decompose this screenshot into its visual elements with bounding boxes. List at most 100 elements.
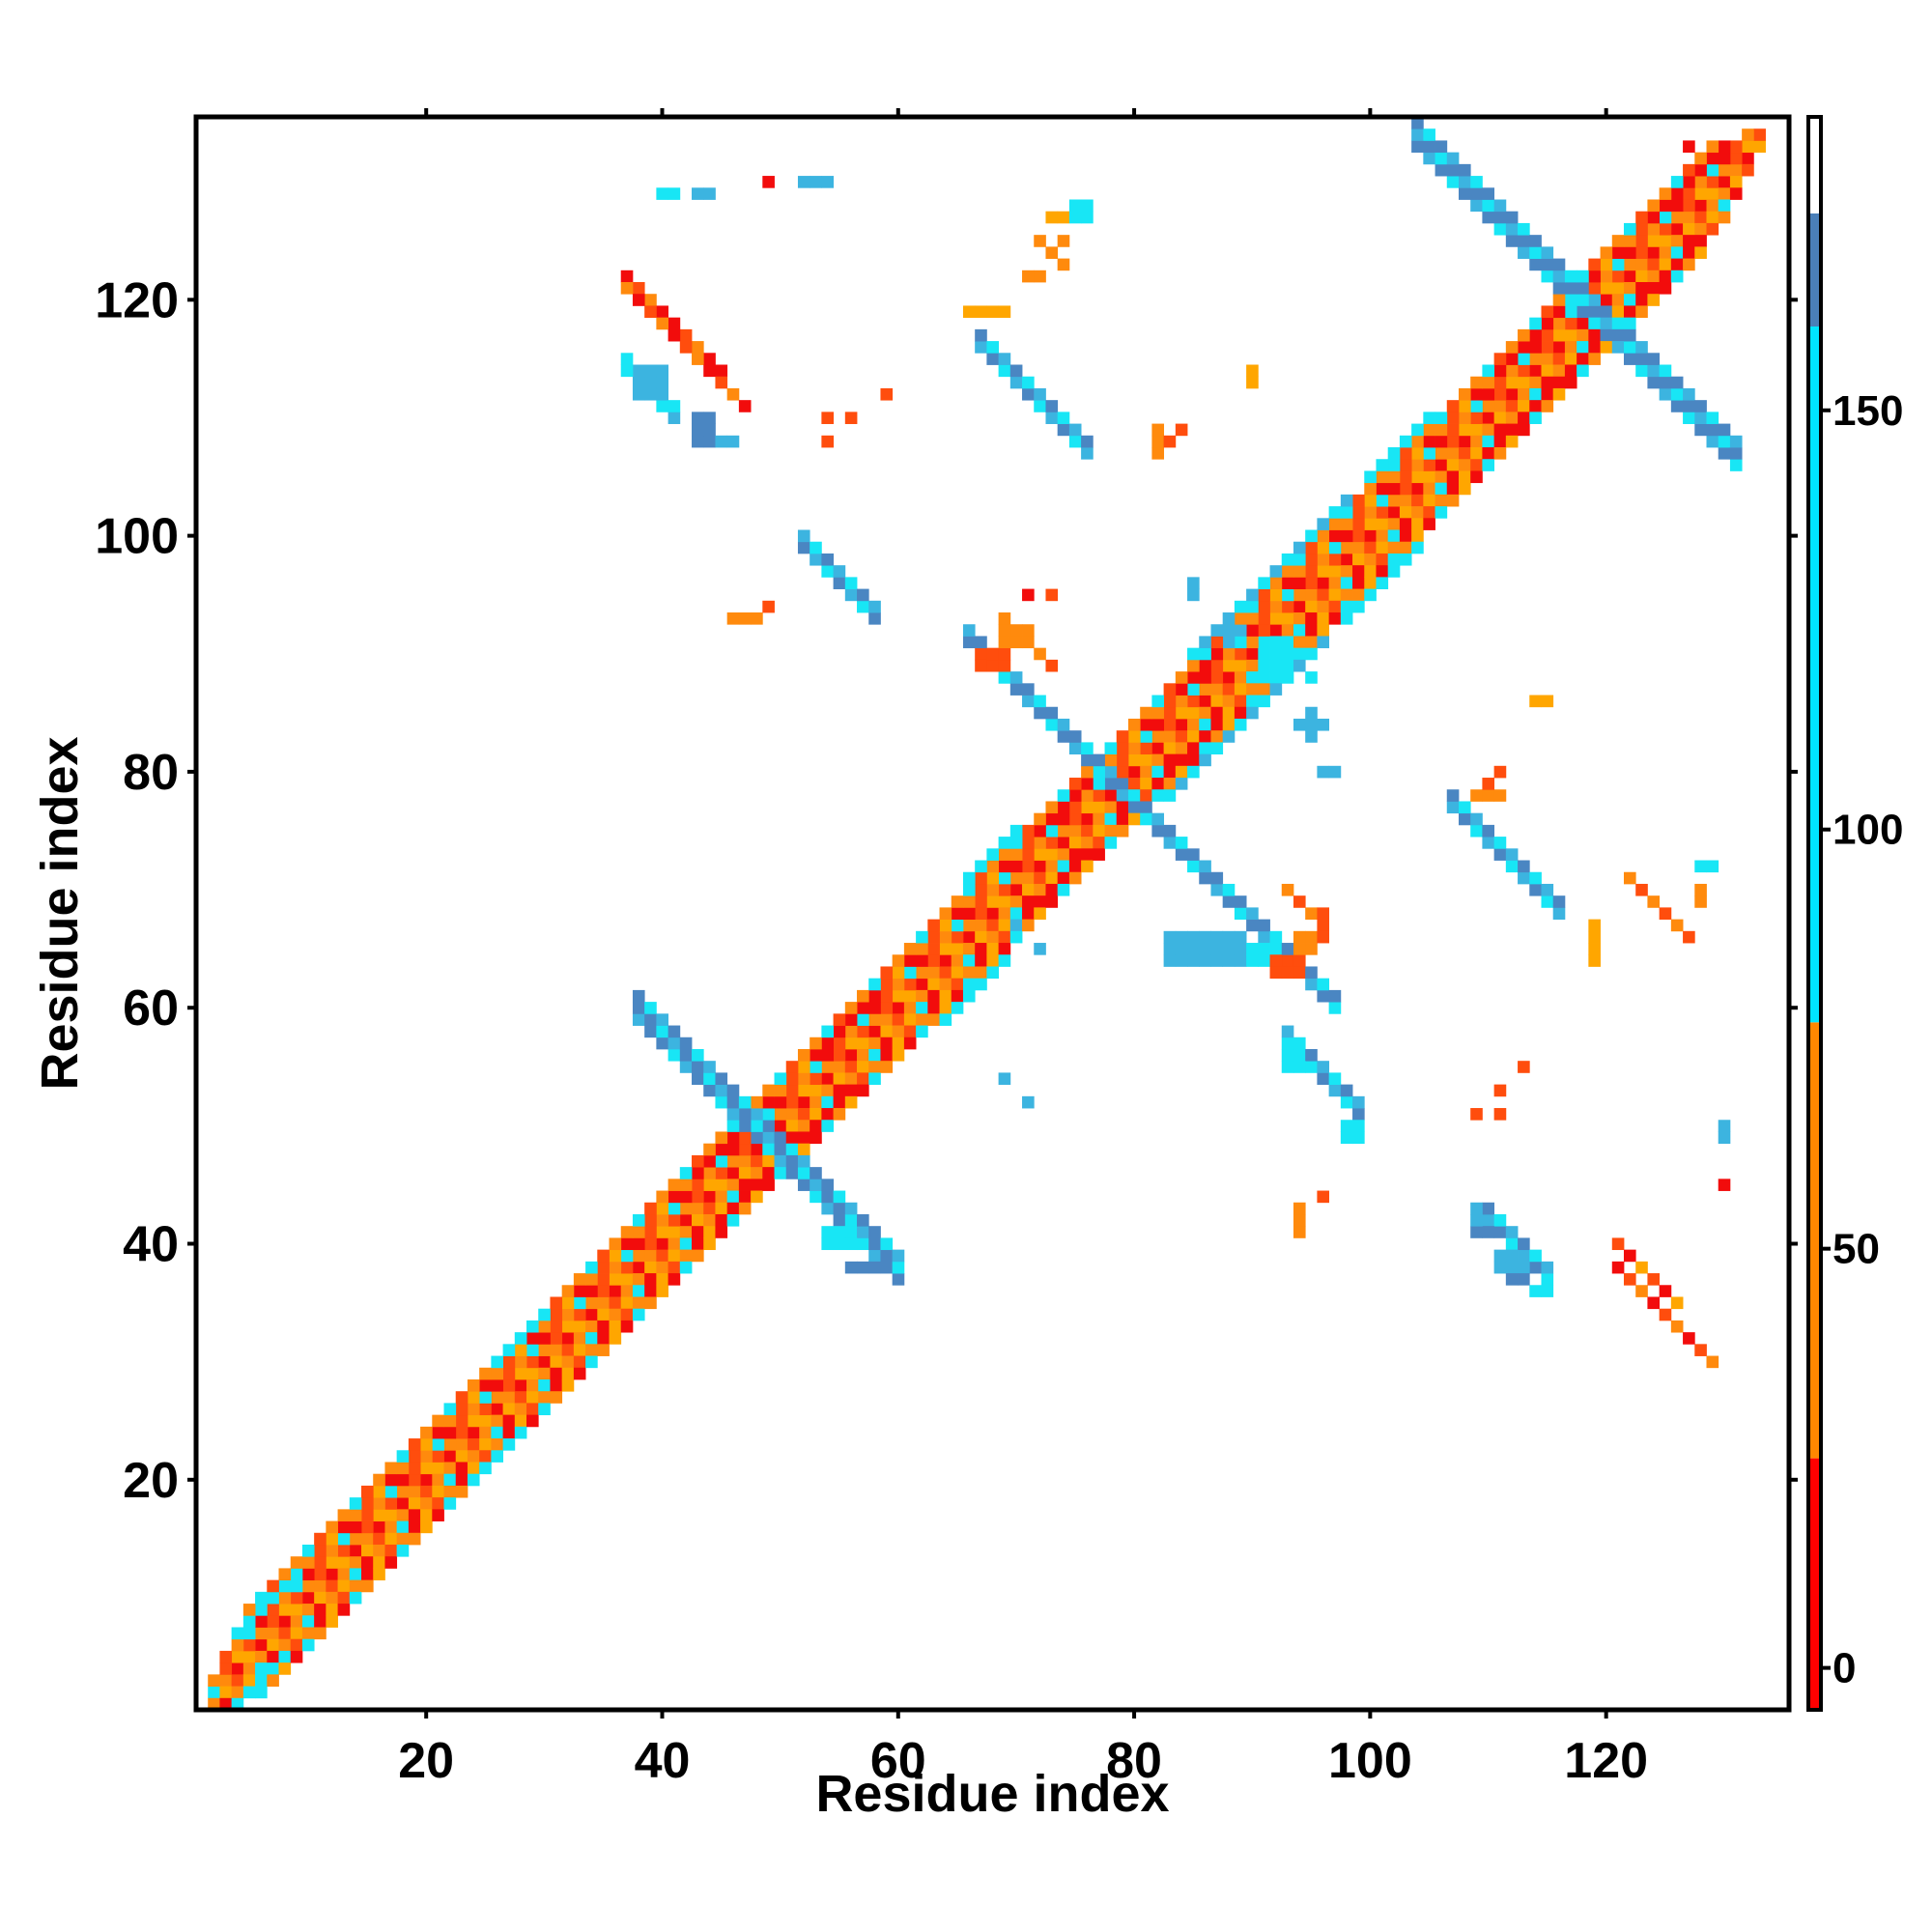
- heatmap-cell: [1009, 671, 1023, 684]
- heatmap-cell: [255, 1686, 268, 1699]
- heatmap-cell: [679, 1226, 693, 1238]
- heatmap-cell: [349, 1520, 362, 1534]
- x-tick-label: 80: [1106, 1733, 1162, 1789]
- heatmap-cell: [1706, 199, 1719, 213]
- heatmap-cell: [1446, 494, 1460, 507]
- heatmap-cell: [998, 305, 1011, 319]
- heatmap-cell: [1552, 305, 1566, 319]
- heatmap-cell: [1577, 294, 1589, 306]
- heatmap-cell: [1234, 659, 1247, 672]
- heatmap-cell: [810, 1072, 822, 1086]
- heatmap-cell: [703, 1143, 716, 1156]
- heatmap-cell: [715, 1143, 728, 1156]
- heatmap-cell: [1611, 258, 1625, 271]
- heatmap-cell: [609, 1332, 622, 1345]
- heatmap-cell: [326, 1556, 338, 1569]
- heatmap-cell: [962, 636, 976, 649]
- heatmap-cell: [1470, 199, 1483, 213]
- heatmap-cell: [774, 1131, 787, 1145]
- heatmap-cell: [857, 989, 869, 1003]
- heatmap-cell: [1093, 778, 1105, 790]
- heatmap-cell: [1009, 860, 1023, 873]
- heatmap-cell: [479, 1426, 492, 1439]
- heatmap-cell: [467, 1391, 480, 1404]
- heatmap-cell: [1683, 1332, 1695, 1345]
- heatmap-cell: [998, 919, 1011, 932]
- heatmap-cell: [821, 1061, 834, 1073]
- heatmap-cell: [632, 1296, 645, 1310]
- heatmap-cell: [1163, 789, 1177, 802]
- heatmap-cell: [1423, 506, 1435, 519]
- heatmap-cell: [844, 1226, 858, 1238]
- heatmap-cell: [1577, 282, 1589, 295]
- heatmap-cell: [491, 1450, 503, 1463]
- heatmap-cell: [1647, 364, 1661, 378]
- heatmap-cell: [1246, 624, 1259, 637]
- heatmap-cell: [1293, 636, 1306, 649]
- heatmap-cell: [668, 1273, 681, 1286]
- heatmap-cell: [278, 1627, 292, 1640]
- heatmap-cell: [538, 1308, 551, 1321]
- heatmap-cell: [1588, 919, 1601, 932]
- heatmap-cell: [1387, 553, 1401, 566]
- heatmap-cell: [1187, 930, 1200, 944]
- heatmap-cell: [644, 364, 657, 378]
- heatmap-cell: [1234, 636, 1247, 649]
- heatmap-cell: [844, 412, 858, 424]
- heatmap-cell: [703, 364, 716, 378]
- heatmap-cell: [679, 1190, 693, 1204]
- heatmap-cell: [833, 1237, 846, 1251]
- heatmap-cell: [1151, 706, 1165, 720]
- heatmap-cell: [1670, 919, 1684, 932]
- heatmap-cell: [656, 1025, 668, 1038]
- heatmap-cell: [998, 624, 1011, 637]
- heatmap-cell: [797, 529, 810, 543]
- heatmap-cell: [679, 1249, 693, 1263]
- heatmap-cell: [1611, 1237, 1625, 1251]
- heatmap-cell: [408, 1509, 421, 1521]
- heatmap-cell: [1127, 789, 1141, 802]
- heatmap-cell: [479, 1403, 492, 1416]
- heatmap-cell: [337, 1604, 351, 1616]
- heatmap-cell: [975, 636, 987, 649]
- heatmap-cell: [632, 1226, 645, 1238]
- heatmap-cell: [1529, 328, 1542, 342]
- heatmap-cell: [998, 353, 1011, 365]
- heatmap-cell: [1045, 837, 1059, 849]
- heatmap-cell: [656, 387, 668, 401]
- heatmap-cell: [620, 1320, 634, 1333]
- heatmap-cell: [668, 1190, 681, 1204]
- heatmap-cell: [762, 600, 775, 613]
- heatmap-cell: [337, 1568, 351, 1581]
- heatmap-cell: [1376, 565, 1389, 578]
- heatmap-cell: [1458, 176, 1471, 188]
- heatmap-cell: [998, 848, 1011, 861]
- heatmap-cell: [1127, 742, 1141, 754]
- heatmap-cell: [844, 1013, 858, 1026]
- heatmap-cell: [1022, 907, 1035, 920]
- heatmap-cell: [1635, 270, 1648, 283]
- heatmap-cell: [1458, 400, 1471, 412]
- heatmap-cell: [1222, 612, 1236, 625]
- heatmap-cell: [1057, 871, 1070, 885]
- heatmap-cell: [396, 1509, 410, 1521]
- heatmap-cell: [1151, 447, 1165, 460]
- heatmap-cell: [1541, 1285, 1554, 1297]
- heatmap-cell: [1068, 801, 1082, 814]
- heatmap-cell: [726, 1213, 740, 1227]
- heatmap-cell: [242, 1650, 256, 1663]
- heatmap-cell: [1694, 163, 1707, 177]
- heatmap-cell: [1009, 364, 1023, 378]
- heatmap-cell: [1399, 435, 1412, 448]
- heatmap-cell: [1670, 400, 1684, 412]
- heatmap-cell: [1187, 742, 1200, 754]
- heatmap-cell: [1706, 435, 1719, 448]
- heatmap-cell: [1305, 636, 1318, 649]
- heatmap-cell: [1140, 706, 1152, 720]
- heatmap-cell: [502, 1355, 516, 1369]
- heatmap-cell: [349, 1544, 362, 1557]
- heatmap-cell: [715, 1213, 728, 1227]
- heatmap-cell: [644, 387, 657, 401]
- heatmap-cell: [880, 1013, 894, 1026]
- heatmap-cell: [1659, 1308, 1672, 1321]
